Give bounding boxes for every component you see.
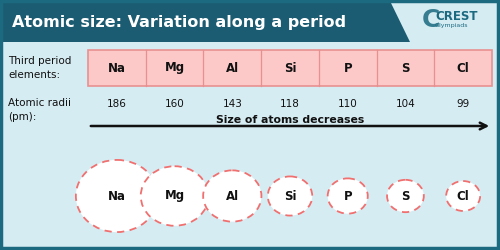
Ellipse shape	[140, 166, 208, 226]
Text: S: S	[401, 190, 409, 202]
Text: P: P	[344, 62, 352, 74]
Ellipse shape	[446, 181, 480, 211]
Text: Olympiads: Olympiads	[435, 24, 468, 28]
Text: Na: Na	[108, 62, 126, 74]
Text: Mg: Mg	[164, 62, 184, 74]
Ellipse shape	[76, 160, 158, 232]
Text: Mg: Mg	[164, 190, 184, 202]
Ellipse shape	[387, 180, 424, 212]
Text: CREST: CREST	[435, 10, 478, 22]
Text: C: C	[422, 8, 440, 32]
Text: Atomic radii
(pm):: Atomic radii (pm):	[8, 98, 71, 122]
Text: 104: 104	[396, 99, 415, 109]
Text: Si: Si	[284, 62, 296, 74]
Text: Al: Al	[226, 62, 239, 74]
Text: Na: Na	[108, 190, 126, 202]
Text: Third period
elements:: Third period elements:	[8, 56, 72, 80]
Text: Size of atoms decreases: Size of atoms decreases	[216, 115, 364, 125]
Ellipse shape	[268, 176, 312, 216]
Text: 99: 99	[456, 99, 470, 109]
Text: 160: 160	[164, 99, 184, 109]
Text: Cl: Cl	[457, 62, 469, 74]
Text: 143: 143	[222, 99, 242, 109]
Text: Si: Si	[284, 190, 296, 202]
Text: 118: 118	[280, 99, 300, 109]
FancyBboxPatch shape	[88, 50, 492, 86]
Text: S: S	[401, 62, 409, 74]
Text: Cl: Cl	[457, 190, 469, 202]
Ellipse shape	[203, 170, 262, 222]
Text: Atomic size: Variation along a period: Atomic size: Variation along a period	[12, 14, 346, 30]
Text: 186: 186	[107, 99, 127, 109]
Text: P: P	[344, 190, 352, 202]
Text: 110: 110	[338, 99, 357, 109]
Ellipse shape	[328, 178, 368, 214]
Text: Al: Al	[226, 190, 239, 202]
Polygon shape	[1, 1, 410, 42]
